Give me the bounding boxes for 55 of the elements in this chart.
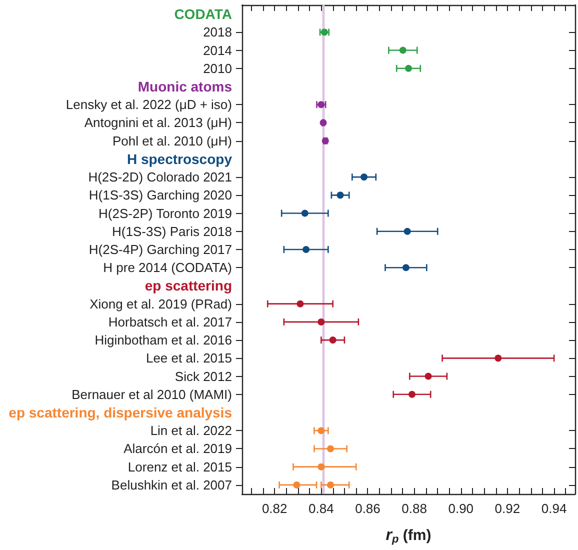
y-tick-label: Lee et al. 2015 (146, 350, 232, 366)
y-tick-label: 2014 (203, 42, 232, 58)
y-tick-label: 2018 (203, 24, 232, 40)
y-tick-label: H(2S-2D) Colorado 2021 (88, 170, 232, 185)
x-tick-label: 0.86 (355, 501, 380, 516)
y-tick-label: H(2S-2P) Toronto 2019 (98, 206, 232, 221)
point (301, 210, 308, 217)
point (296, 300, 304, 308)
point (318, 427, 325, 434)
y-tick-label: Horbatsch et al. 2017 (108, 314, 232, 330)
point (424, 372, 432, 380)
x-tick-label: 0.82 (262, 501, 288, 516)
x-tick-label: 0.84 (308, 501, 334, 516)
point (402, 264, 410, 272)
point (326, 445, 334, 452)
point (336, 192, 344, 199)
x-tick-label: 0.88 (402, 501, 427, 516)
y-tick-label: H pre 2014 (CODATA) (103, 260, 232, 276)
point (329, 336, 336, 344)
y-tick-label: H(1S-3S) Paris 2018 (112, 224, 232, 239)
y-tick-label: Lorenz et al. 2015 (128, 459, 232, 474)
point (399, 46, 406, 54)
y-tick-label: Bernauer et al 2010 (MAMI) (72, 386, 232, 402)
point (293, 481, 300, 488)
text: Muonic atoms (138, 78, 232, 94)
y-tick-label: Lin et al. 2022 (150, 423, 232, 438)
point (404, 228, 411, 235)
point (408, 390, 416, 398)
text: H spectroscopy (126, 150, 232, 167)
y-tick-label: Xiong et al. 2019 (PRad) (90, 296, 232, 312)
x-tick-label: 0.94 (541, 501, 567, 516)
point (326, 481, 334, 488)
x-tick-label: 0.90 (448, 501, 474, 516)
text: ep scattering (144, 278, 232, 294)
point (320, 119, 327, 126)
point (360, 174, 368, 181)
y-tick-label: Higinbotham et al. 2016 (94, 332, 232, 348)
y-tick-label: Alarcón et al. 2019 (124, 441, 232, 456)
text: ep scattering, dispersive analysis (8, 404, 232, 420)
point (405, 64, 412, 72)
y-tick-label: Belushkin et al. 2007 (111, 477, 232, 492)
point (318, 463, 325, 470)
y-tick-label: Pohl et al. 2010 (μH) (112, 133, 232, 148)
y-tick-label: Antognini et al. 2013 (μH) (84, 115, 232, 130)
y-tick-label: 2010 (203, 60, 232, 76)
y-tick-label: H(1S-3S) Garching 2020 (88, 188, 232, 203)
text: CODATA (174, 6, 232, 22)
y-tick-label: H(2S-4P) Garching 2017 (88, 242, 232, 257)
point (318, 318, 325, 326)
point (302, 246, 310, 253)
y-tick-label: Lensky et al. 2022 (μD + iso) (66, 97, 232, 112)
point (320, 28, 328, 36)
y-tick-label: Sick 2012 (174, 368, 232, 384)
x-tick-label: 0.92 (494, 501, 520, 516)
point (494, 354, 502, 362)
